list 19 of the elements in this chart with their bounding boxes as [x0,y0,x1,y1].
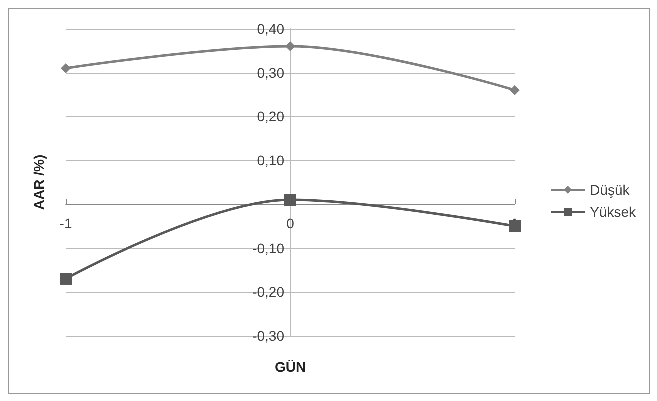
legend-label: Düşük [590,182,631,198]
y-tick-label: -0,10 [252,240,285,256]
point [286,42,296,52]
point [509,220,521,232]
legend-label: Yüksek [590,204,637,220]
point [61,63,71,74]
y-tick-label: 0,20 [257,108,285,125]
point [510,85,520,96]
y-tick-label: -0,30 [252,328,285,344]
point [284,194,296,206]
x-axis-title: GÜN [274,359,306,375]
y-tick-label: 0,40 [257,21,285,37]
y-tick-label: -0,20 [252,284,285,300]
y-axis-title: AAR /%) [31,154,47,210]
point [60,272,72,285]
y-tick-label: 0,10 [257,152,285,169]
y-tick-label: 0,30 [257,64,285,81]
x-tick-label: -1 [60,215,72,232]
x-tick-label: 0 [286,215,295,232]
